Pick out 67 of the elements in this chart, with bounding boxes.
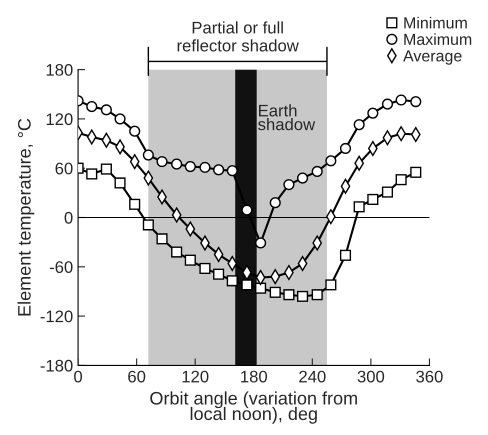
- y-tick-label: -60: [50, 261, 73, 274]
- point: [171, 158, 182, 170]
- point: [312, 289, 323, 300]
- point: [283, 289, 294, 300]
- point: [199, 262, 211, 274]
- point: [382, 186, 394, 198]
- point: [184, 254, 196, 266]
- point: [213, 268, 224, 280]
- point: [396, 174, 407, 186]
- point: [297, 290, 308, 302]
- point: [340, 142, 352, 154]
- point: [270, 197, 281, 208]
- x-axis-title: Orbit angle (variation from local noon), deg: [150, 391, 357, 424]
- x-tick-label: 60: [128, 370, 146, 383]
- point: [114, 177, 126, 189]
- point: [241, 204, 252, 216]
- point: [354, 119, 365, 130]
- y-tick-label: 180: [46, 64, 73, 76]
- x-tick-label: 360: [416, 370, 443, 383]
- legend-label: Average: [403, 50, 462, 65]
- y-axis-title: Element temperature, °C: [17, 118, 34, 316]
- point: [241, 279, 252, 290]
- point: [255, 237, 266, 249]
- point: [410, 166, 422, 178]
- band-label: Partial or full reflector shadow: [178, 21, 299, 52]
- point: [142, 219, 154, 230]
- y-tick-label: 0: [64, 212, 73, 224]
- point: [226, 275, 238, 286]
- point: [325, 279, 336, 290]
- point: [226, 165, 238, 176]
- legend-label: Maximum: [404, 33, 472, 46]
- y-tick-label: 60: [56, 162, 73, 174]
- x-tick-label: 120: [182, 370, 208, 383]
- y-tick-label: 120: [46, 113, 73, 126]
- point: [199, 162, 211, 173]
- point: [184, 161, 196, 172]
- point: [86, 168, 98, 180]
- point: [283, 179, 294, 190]
- point: [297, 172, 308, 184]
- point: [340, 250, 352, 261]
- point: [312, 166, 323, 178]
- point: [171, 246, 182, 258]
- x-tick-label: 240: [299, 370, 326, 383]
- point: [156, 233, 168, 244]
- legend-label: Minimum: [404, 16, 467, 29]
- point: [129, 198, 140, 210]
- point: [367, 194, 378, 205]
- point: [354, 201, 365, 212]
- point: [100, 104, 112, 116]
- x-tick-label: 300: [358, 370, 384, 383]
- point: [325, 155, 336, 166]
- y-tick-label: -180: [40, 360, 73, 372]
- y-tick-label: -120: [40, 310, 73, 322]
- point: [367, 108, 378, 119]
- point: [255, 282, 266, 294]
- band-label: Earth shadow: [258, 104, 316, 130]
- point: [270, 286, 281, 298]
- x-tick-label: 0: [74, 370, 82, 383]
- point: [129, 126, 140, 137]
- x-tick-label: 180: [241, 370, 268, 383]
- point: [100, 163, 112, 175]
- point: [156, 156, 168, 168]
- point: [114, 113, 126, 124]
- point: [142, 149, 154, 161]
- point: [86, 101, 98, 112]
- point: [213, 164, 224, 176]
- point: [382, 98, 394, 110]
